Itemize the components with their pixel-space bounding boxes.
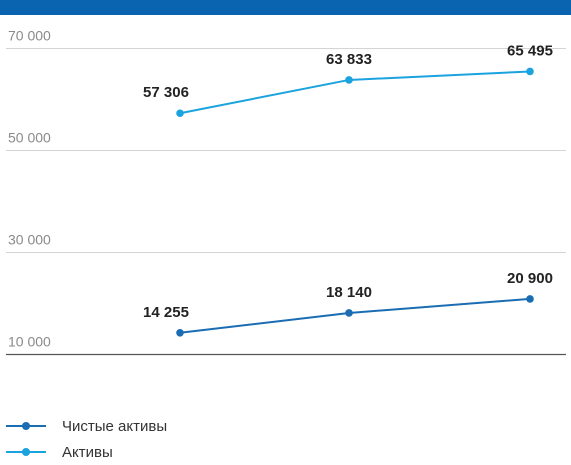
data-point — [345, 76, 353, 84]
series-line — [180, 71, 530, 113]
y-tick-label: 50 000 — [8, 130, 51, 146]
legend-item-net-assets: Чистые активы — [6, 413, 167, 439]
legend-item-assets: Активы — [6, 439, 167, 465]
y-tick-label: 70 000 — [8, 28, 51, 44]
data-point — [526, 68, 534, 76]
data-point — [176, 329, 184, 337]
legend-marker-net-assets — [6, 420, 46, 432]
data-label: 20 900 — [507, 270, 553, 287]
data-label: 65 495 — [507, 42, 553, 59]
x-tick-label: 2009 — [333, 397, 364, 400]
data-label: 18 140 — [326, 284, 372, 301]
data-point — [526, 295, 534, 303]
line-chart: 10 000 30 000 50 000 70 000 2008 2009 2010 14 2… — [0, 0, 571, 400]
series-line — [180, 299, 530, 333]
y-tick-label: 10 000 — [8, 334, 51, 350]
data-label: 63 833 — [326, 51, 372, 68]
data-point — [176, 109, 184, 117]
legend-marker-assets — [6, 446, 46, 458]
data-label: 57 306 — [143, 84, 189, 101]
legend-label-net-assets: Чистые активы — [62, 418, 167, 435]
legend-label-assets: Активы — [62, 444, 113, 461]
x-tick-label: 2010 — [514, 397, 545, 400]
data-point — [345, 309, 353, 317]
legend: Чистые активы Активы — [6, 413, 167, 465]
data-label: 14 255 — [143, 304, 189, 321]
y-tick-label: 30 000 — [8, 232, 51, 248]
x-tick-label: 2008 — [164, 397, 195, 400]
